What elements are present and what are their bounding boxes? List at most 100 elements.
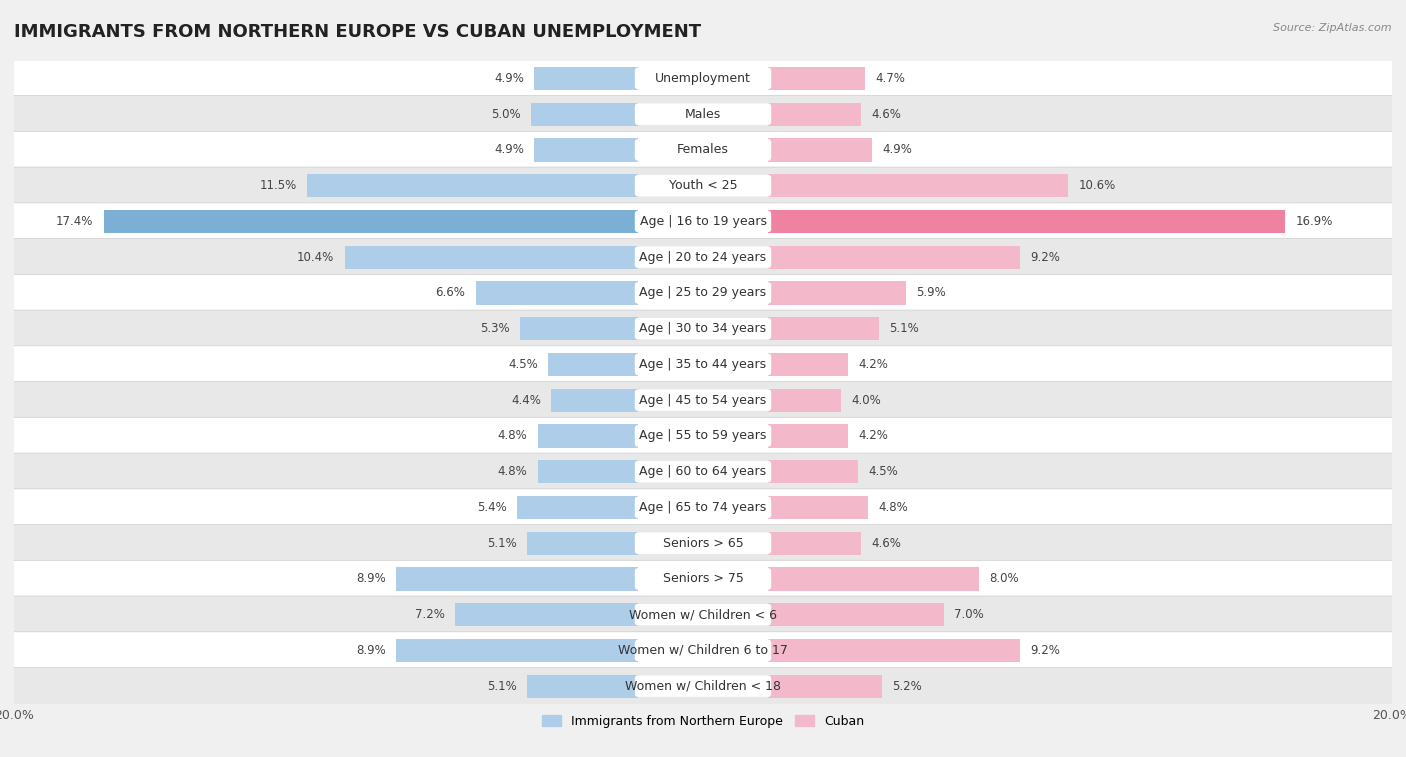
Text: Unemployment: Unemployment xyxy=(655,72,751,85)
Text: 7.0%: 7.0% xyxy=(955,608,984,621)
Text: 8.0%: 8.0% xyxy=(988,572,1018,585)
Text: Source: ZipAtlas.com: Source: ZipAtlas.com xyxy=(1274,23,1392,33)
FancyBboxPatch shape xyxy=(634,425,772,447)
FancyBboxPatch shape xyxy=(634,282,772,304)
Bar xyxy=(769,174,1069,198)
FancyBboxPatch shape xyxy=(634,604,772,625)
Text: 4.4%: 4.4% xyxy=(512,394,541,407)
FancyBboxPatch shape xyxy=(14,668,1392,705)
Text: Age | 16 to 19 years: Age | 16 to 19 years xyxy=(640,215,766,228)
FancyBboxPatch shape xyxy=(634,354,772,375)
FancyBboxPatch shape xyxy=(14,489,1392,526)
Text: 5.1%: 5.1% xyxy=(488,537,517,550)
Bar xyxy=(548,353,637,376)
FancyBboxPatch shape xyxy=(634,104,772,125)
Text: Seniors > 75: Seniors > 75 xyxy=(662,572,744,585)
Text: 5.2%: 5.2% xyxy=(893,680,922,693)
Text: 8.9%: 8.9% xyxy=(356,572,387,585)
Text: 4.8%: 4.8% xyxy=(879,501,908,514)
Bar xyxy=(769,496,869,519)
Bar xyxy=(520,317,637,341)
Bar xyxy=(769,603,945,626)
Text: Age | 45 to 54 years: Age | 45 to 54 years xyxy=(640,394,766,407)
Bar xyxy=(769,102,862,126)
Text: 9.2%: 9.2% xyxy=(1031,644,1060,657)
Text: 4.9%: 4.9% xyxy=(494,72,524,85)
Bar xyxy=(769,353,848,376)
Bar xyxy=(531,102,637,126)
FancyBboxPatch shape xyxy=(14,310,1392,347)
Text: 4.2%: 4.2% xyxy=(858,429,887,442)
Text: 4.8%: 4.8% xyxy=(498,465,527,478)
Text: 5.4%: 5.4% xyxy=(477,501,506,514)
Text: 5.3%: 5.3% xyxy=(481,322,510,335)
FancyBboxPatch shape xyxy=(14,95,1392,132)
FancyBboxPatch shape xyxy=(634,175,772,196)
FancyBboxPatch shape xyxy=(14,632,1392,669)
Bar xyxy=(527,674,637,698)
Text: 4.7%: 4.7% xyxy=(875,72,905,85)
FancyBboxPatch shape xyxy=(634,210,772,232)
Text: Women w/ Children < 6: Women w/ Children < 6 xyxy=(628,608,778,621)
FancyBboxPatch shape xyxy=(634,497,772,518)
Legend: Immigrants from Northern Europe, Cuban: Immigrants from Northern Europe, Cuban xyxy=(537,710,869,733)
FancyBboxPatch shape xyxy=(14,274,1392,312)
Text: Age | 20 to 24 years: Age | 20 to 24 years xyxy=(640,251,766,263)
FancyBboxPatch shape xyxy=(14,525,1392,562)
Text: 6.6%: 6.6% xyxy=(436,286,465,300)
Text: Age | 55 to 59 years: Age | 55 to 59 years xyxy=(640,429,766,442)
Text: 16.9%: 16.9% xyxy=(1295,215,1333,228)
Text: 7.2%: 7.2% xyxy=(415,608,444,621)
Text: Females: Females xyxy=(678,143,728,157)
Text: 5.0%: 5.0% xyxy=(491,107,520,120)
FancyBboxPatch shape xyxy=(634,532,772,554)
Bar xyxy=(769,388,841,412)
Text: 11.5%: 11.5% xyxy=(259,179,297,192)
Text: Age | 35 to 44 years: Age | 35 to 44 years xyxy=(640,358,766,371)
Text: 4.5%: 4.5% xyxy=(869,465,898,478)
Bar xyxy=(537,424,637,447)
Text: 4.6%: 4.6% xyxy=(872,107,901,120)
Text: Seniors > 65: Seniors > 65 xyxy=(662,537,744,550)
FancyBboxPatch shape xyxy=(14,132,1392,169)
FancyBboxPatch shape xyxy=(634,139,772,160)
Bar xyxy=(527,531,637,555)
FancyBboxPatch shape xyxy=(14,560,1392,597)
Bar xyxy=(769,460,858,483)
Bar xyxy=(769,531,862,555)
Bar xyxy=(769,245,1019,269)
FancyBboxPatch shape xyxy=(14,382,1392,419)
Bar xyxy=(534,139,637,161)
FancyBboxPatch shape xyxy=(14,417,1392,454)
Text: 10.6%: 10.6% xyxy=(1078,179,1116,192)
Text: Age | 65 to 74 years: Age | 65 to 74 years xyxy=(640,501,766,514)
Bar xyxy=(396,567,637,590)
Bar xyxy=(534,67,637,90)
FancyBboxPatch shape xyxy=(634,461,772,482)
Text: 5.1%: 5.1% xyxy=(488,680,517,693)
Text: 9.2%: 9.2% xyxy=(1031,251,1060,263)
FancyBboxPatch shape xyxy=(14,238,1392,276)
Bar xyxy=(769,424,848,447)
Text: 10.4%: 10.4% xyxy=(297,251,335,263)
Text: 5.9%: 5.9% xyxy=(917,286,946,300)
Bar xyxy=(456,603,637,626)
Text: 17.4%: 17.4% xyxy=(56,215,93,228)
Bar xyxy=(537,460,637,483)
FancyBboxPatch shape xyxy=(634,389,772,411)
Text: 4.6%: 4.6% xyxy=(872,537,901,550)
Bar xyxy=(769,567,979,590)
Text: 5.1%: 5.1% xyxy=(889,322,918,335)
Text: 4.0%: 4.0% xyxy=(851,394,882,407)
FancyBboxPatch shape xyxy=(634,569,772,590)
FancyBboxPatch shape xyxy=(634,675,772,697)
Bar xyxy=(551,388,637,412)
FancyBboxPatch shape xyxy=(14,203,1392,240)
Text: IMMIGRANTS FROM NORTHERN EUROPE VS CUBAN UNEMPLOYMENT: IMMIGRANTS FROM NORTHERN EUROPE VS CUBAN… xyxy=(14,23,702,41)
FancyBboxPatch shape xyxy=(14,167,1392,204)
FancyBboxPatch shape xyxy=(14,596,1392,633)
Bar xyxy=(517,496,637,519)
Text: Youth < 25: Youth < 25 xyxy=(669,179,737,192)
Bar xyxy=(344,245,637,269)
Text: Age | 60 to 64 years: Age | 60 to 64 years xyxy=(640,465,766,478)
